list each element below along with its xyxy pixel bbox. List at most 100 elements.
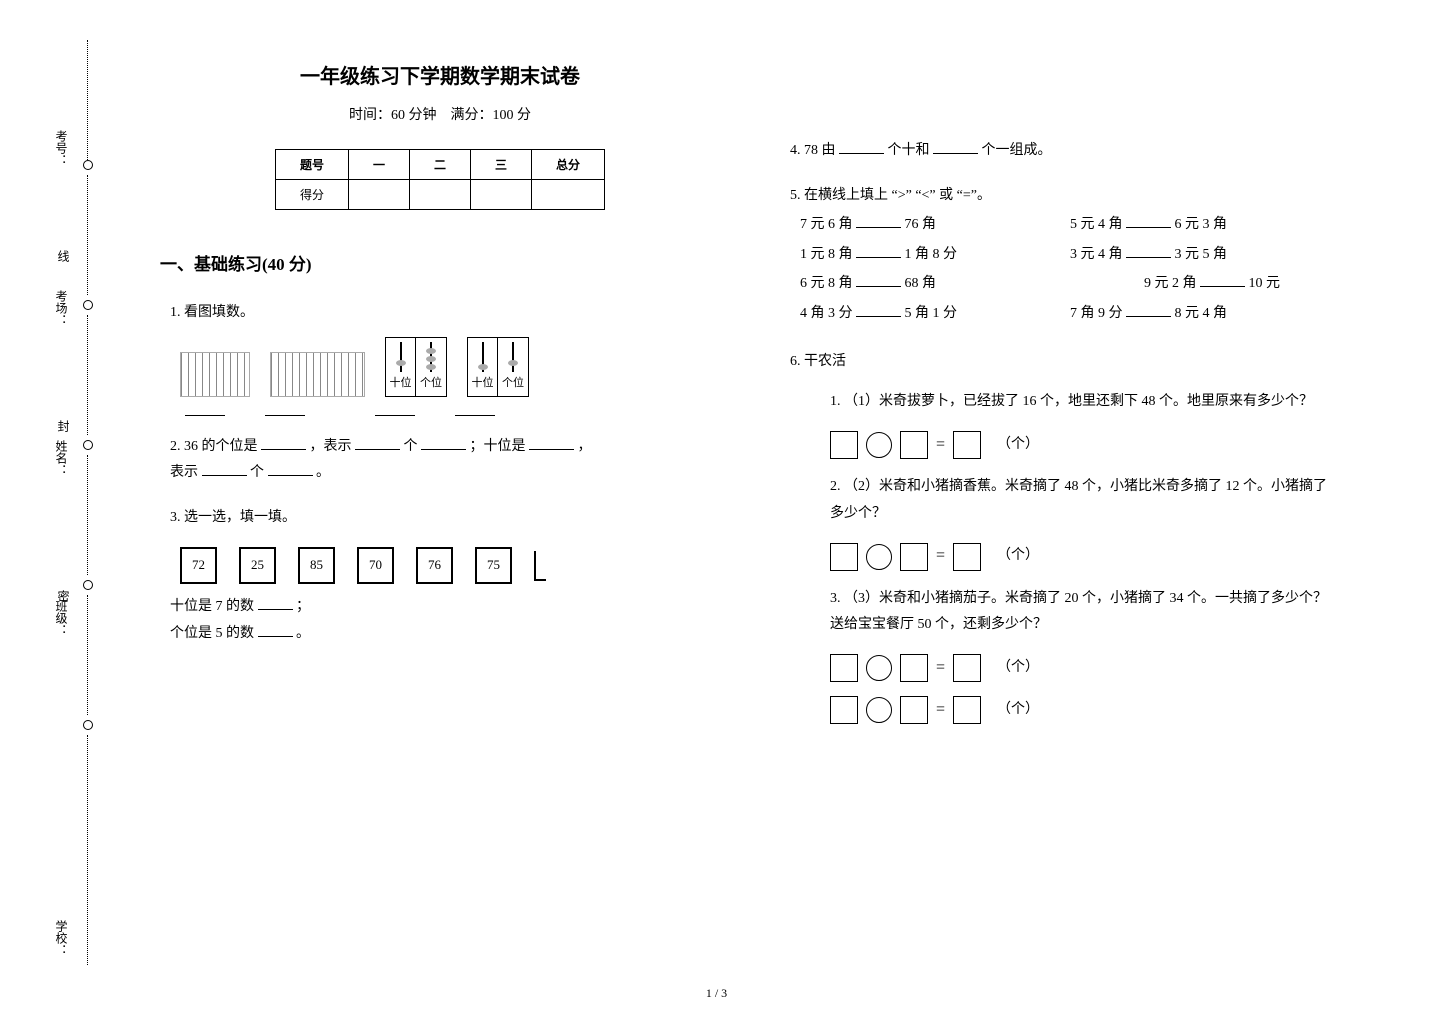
q5-right-col: 5 元 4 角 6 元 3 角 3 元 4 角 3 元 5 角 9 元 2 角 … — [1070, 209, 1340, 330]
answer-blank[interactable] — [258, 596, 293, 610]
answer-blank[interactable] — [529, 436, 574, 450]
q5-comparison-grid: 7 元 6 角 76 角 1 元 8 角 1 角 8 分 6 元 8 角 68 … — [800, 209, 1340, 330]
q3-stem: 3. 选一选，填一填。 — [170, 505, 720, 532]
place-tens-cell: 十位 — [386, 338, 416, 396]
q6-sub2: 2. （2）米奇和小猪摘香蕉。米奇摘了 48 个，小猪比米奇多摘了 12 个。小… — [830, 474, 1340, 527]
q2-text: 2. 36 的个位是 — [170, 439, 258, 454]
q1-figure-row: 十位 个位 十位 — [180, 337, 720, 397]
binding-dotted-line — [87, 735, 88, 965]
place-ones-cell: 个位 — [416, 338, 446, 396]
q3-line2: 个位是 5 的数 。 — [170, 621, 720, 648]
result-box[interactable] — [953, 431, 981, 459]
answer-blank[interactable] — [265, 402, 305, 416]
q6-stem: 6. 干农活 — [790, 349, 1340, 376]
cmp-left: 3 元 4 角 — [1070, 247, 1123, 262]
score-cell — [532, 180, 605, 210]
exam-title: 一年级练习下学期数学期末试卷 — [160, 60, 720, 89]
cmp-item: 3 元 4 角 3 元 5 角 — [1070, 242, 1340, 269]
score-th: 总分 — [532, 150, 605, 180]
operator-circle[interactable] — [866, 655, 892, 681]
equation-row: = （个） — [830, 653, 1340, 683]
q2-text: ， — [578, 439, 592, 454]
answer-blank[interactable] — [268, 462, 313, 476]
column-left: 一年级练习下学期数学期末试卷 时间：60 分钟 满分：100 分 题号 一 二 … — [130, 40, 750, 970]
operand-box[interactable] — [830, 543, 858, 571]
unit-label: （个） — [997, 655, 1039, 682]
result-box[interactable] — [953, 696, 981, 724]
answer-blank[interactable] — [856, 273, 901, 287]
binding-dotted-line — [87, 315, 88, 435]
cmp-left: 7 角 9 分 — [1070, 306, 1123, 321]
result-box[interactable] — [953, 654, 981, 682]
place-value-box: 十位 个位 — [385, 337, 447, 397]
answer-blank[interactable] — [261, 436, 306, 450]
cmp-item: 1 元 8 角 1 角 8 分 — [800, 242, 1070, 269]
question-2: 2. 36 的个位是 ，表示 个 ；十位是 ， 表示 个 。 — [170, 434, 720, 487]
answer-blank[interactable] — [421, 436, 466, 450]
answer-blank[interactable] — [856, 244, 901, 258]
cmp-right: 1 角 8 分 — [905, 247, 958, 262]
place-ones-label: 个位 — [498, 373, 528, 394]
q6-sub3: 3. （3）米奇和小猪摘茄子。米奇摘了 20 个，小猪摘了 34 个。一共摘了多… — [830, 586, 1340, 639]
q5-stem: 5. 在横线上填上 “>” “<” 或 “=”。 — [790, 183, 1340, 210]
cmp-item: 6 元 8 角 68 角 — [800, 271, 1070, 298]
operator-circle[interactable] — [866, 544, 892, 570]
q1-blanks-row — [185, 402, 720, 416]
page-number: 1 / 3 — [706, 986, 727, 1001]
equation-row: = （个） — [830, 541, 1340, 571]
result-box[interactable] — [953, 543, 981, 571]
binding-label-name: 姓名： — [53, 440, 70, 476]
cmp-right: 10 元 — [1249, 276, 1281, 291]
q1-stem: 1. 看图填数。 — [170, 300, 720, 327]
cmp-right: 5 角 1 分 — [905, 306, 958, 321]
q4-text: 个一组成。 — [982, 143, 1052, 158]
question-5: 5. 在横线上填上 “>” “<” 或 “=”。 7 元 6 角 76 角 1 … — [790, 183, 1340, 331]
equation-row: = （个） — [830, 430, 1340, 460]
operator-circle[interactable] — [866, 432, 892, 458]
q3-text: 十位是 7 的数 — [170, 599, 254, 614]
answer-blank[interactable] — [1126, 303, 1171, 317]
answer-blank[interactable] — [856, 214, 901, 228]
answer-blank[interactable] — [933, 140, 978, 154]
cmp-left: 6 元 8 角 — [800, 276, 853, 291]
section-1-heading: 一、基础练习(40 分) — [160, 250, 720, 275]
question-4: 4. 78 由 个十和 个一组成。 — [790, 138, 1340, 165]
operand-box[interactable] — [900, 696, 928, 724]
answer-blank[interactable] — [1200, 273, 1245, 287]
answer-blank[interactable] — [185, 402, 225, 416]
column-right: 4. 78 由 个十和 个一组成。 5. 在横线上填上 “>” “<” 或 “=… — [750, 40, 1370, 970]
q3-text: 个位是 5 的数 — [170, 626, 254, 641]
answer-blank[interactable] — [355, 436, 400, 450]
operand-box[interactable] — [900, 431, 928, 459]
answer-blank[interactable] — [258, 623, 293, 637]
question-6: 6. 干农活 1. （1）米奇拔萝卜，已经拔了 16 个，地里还剩下 48 个。… — [790, 349, 1340, 726]
answer-blank[interactable] — [202, 462, 247, 476]
operand-box[interactable] — [830, 696, 858, 724]
score-table-score-row: 得分 — [275, 180, 604, 210]
score-cell — [409, 180, 470, 210]
operand-box[interactable] — [900, 543, 928, 571]
place-ones-cell: 个位 — [498, 338, 528, 396]
operand-box[interactable] — [830, 431, 858, 459]
answer-blank[interactable] — [455, 402, 495, 416]
number-card: 85 — [298, 547, 335, 584]
number-card: 25 — [239, 547, 276, 584]
q2-text: 表示 — [170, 465, 198, 480]
shelf-icon — [534, 551, 546, 581]
cmp-right: 68 角 — [905, 276, 937, 291]
cmp-left: 9 元 2 角 — [1144, 276, 1197, 291]
answer-blank[interactable] — [856, 303, 901, 317]
q3-cards-row: 72 25 85 70 76 75 — [180, 547, 720, 584]
operator-circle[interactable] — [866, 697, 892, 723]
score-table-head-row: 题号 一 二 三 总分 — [275, 150, 604, 180]
answer-blank[interactable] — [375, 402, 415, 416]
operand-box[interactable] — [830, 654, 858, 682]
answer-blank[interactable] — [1126, 244, 1171, 258]
answer-blank[interactable] — [1126, 214, 1171, 228]
q5-left-col: 7 元 6 角 76 角 1 元 8 角 1 角 8 分 6 元 8 角 68 … — [800, 209, 1070, 330]
binding-label-examno: 考号： — [53, 130, 70, 166]
time-label: 时间：60 分钟 — [349, 108, 437, 123]
question-1: 1. 看图填数。 十位 个位 — [170, 300, 720, 416]
operand-box[interactable] — [900, 654, 928, 682]
answer-blank[interactable] — [839, 140, 884, 154]
